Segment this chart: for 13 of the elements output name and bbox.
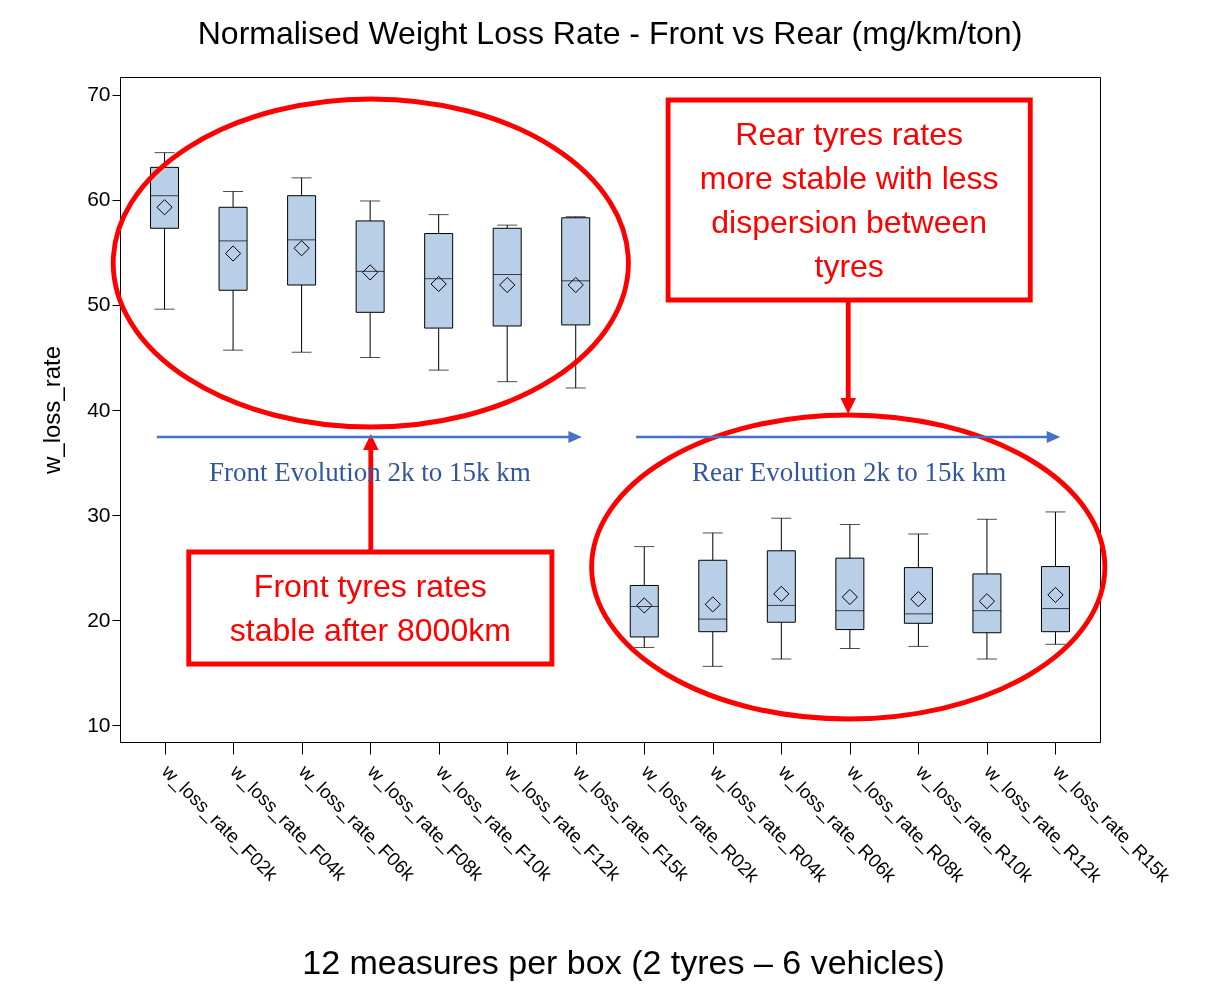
- y-tick-label: 50: [87, 292, 111, 316]
- y-tick-label: 10: [87, 712, 111, 736]
- text: 12 measures per box (2 tyres – 6 vehicles): [302, 941, 945, 983]
- chart-title: Normalised Weight Loss Rate - Front vs Rear (mg/km/ton): [197, 15, 1023, 51]
- annotation: Rear tyres rates more stable with less dispersion between tyres: [698, 114, 1000, 287]
- annotation: Rear Evolution 2k to 15k km: [692, 456, 1007, 490]
- y-tick-label: 60: [87, 187, 111, 211]
- annotation: Front tyres rates stable after 8000km: [228, 566, 512, 650]
- y-tick-label: 70: [87, 82, 111, 106]
- y-tick-label: 20: [87, 607, 111, 631]
- y-axis-title: w_loss_rate: [38, 345, 66, 476]
- y-tick-label: 40: [87, 397, 111, 421]
- y-tick-label: 30: [87, 502, 111, 526]
